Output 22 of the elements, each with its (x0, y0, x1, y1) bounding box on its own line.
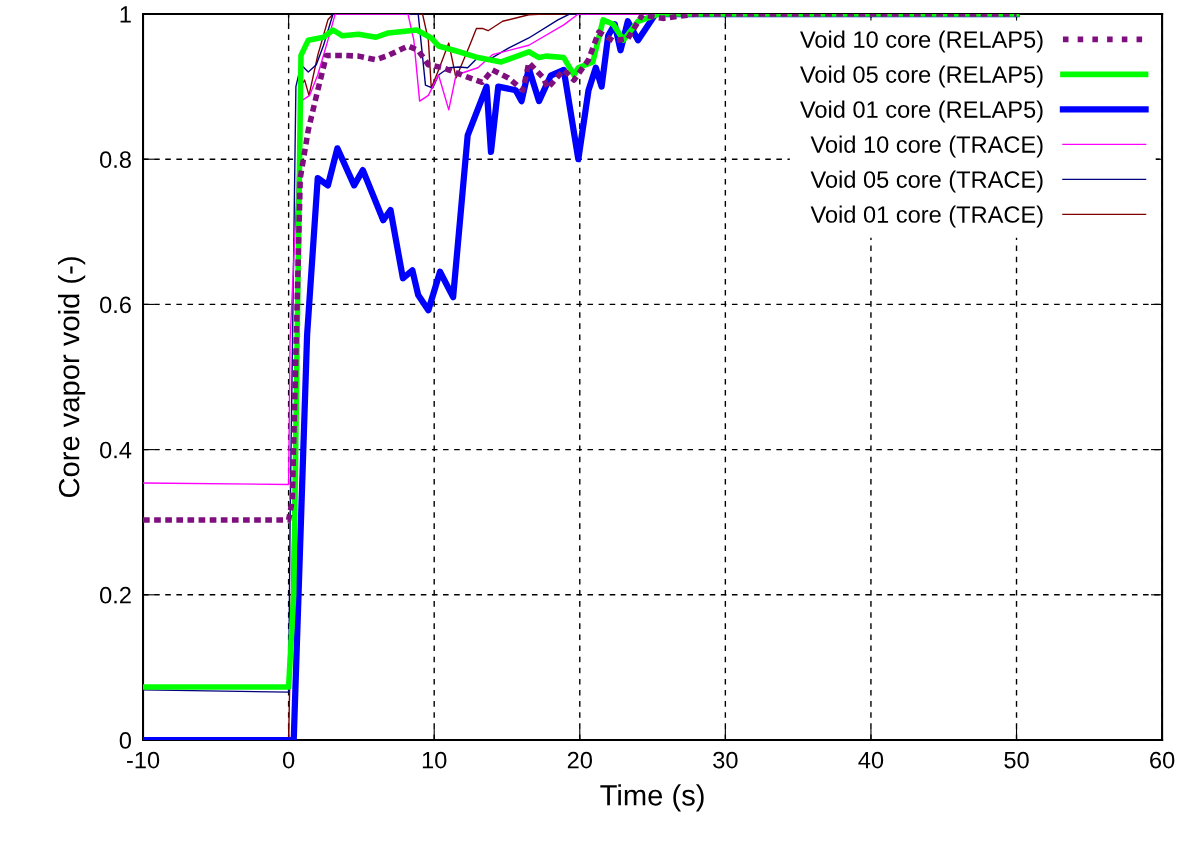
y-tick-label: 0.2 (100, 586, 131, 604)
legend-label: Void 01 core (TRACE) (810, 205, 1043, 228)
legend-label: Void 05 core (TRACE) (810, 170, 1043, 193)
x-tick-label: 40 (858, 751, 884, 769)
x-tick-label: 0 (282, 751, 295, 769)
legend-label: Void 10 core (TRACE) (810, 135, 1043, 158)
y-tick-label: 0 (119, 732, 131, 749)
x-tick-label: 50 (1004, 751, 1029, 769)
x-tick-label: 20 (567, 751, 592, 769)
y-tick-label: 1 (120, 6, 131, 23)
x-axis-title: Time (s) (600, 784, 704, 812)
legend-label: Void 05 core (RELAP5) (800, 65, 1043, 88)
y-axis-title: Core vapor void (-) (58, 257, 86, 498)
y-tick-label: 0.8 (100, 151, 131, 169)
x-tick-label: 10 (422, 751, 447, 769)
legend-label: Void 01 core (RELAP5) (800, 100, 1043, 123)
x-tick-label: 30 (713, 751, 738, 769)
x-tick-label: -10 (127, 751, 160, 769)
y-tick-label: 0.6 (100, 296, 131, 314)
x-tick-label: 60 (1150, 751, 1175, 769)
legend-label: Void 10 core (RELAP5) (800, 30, 1043, 53)
y-tick-label: 0.4 (100, 441, 132, 459)
